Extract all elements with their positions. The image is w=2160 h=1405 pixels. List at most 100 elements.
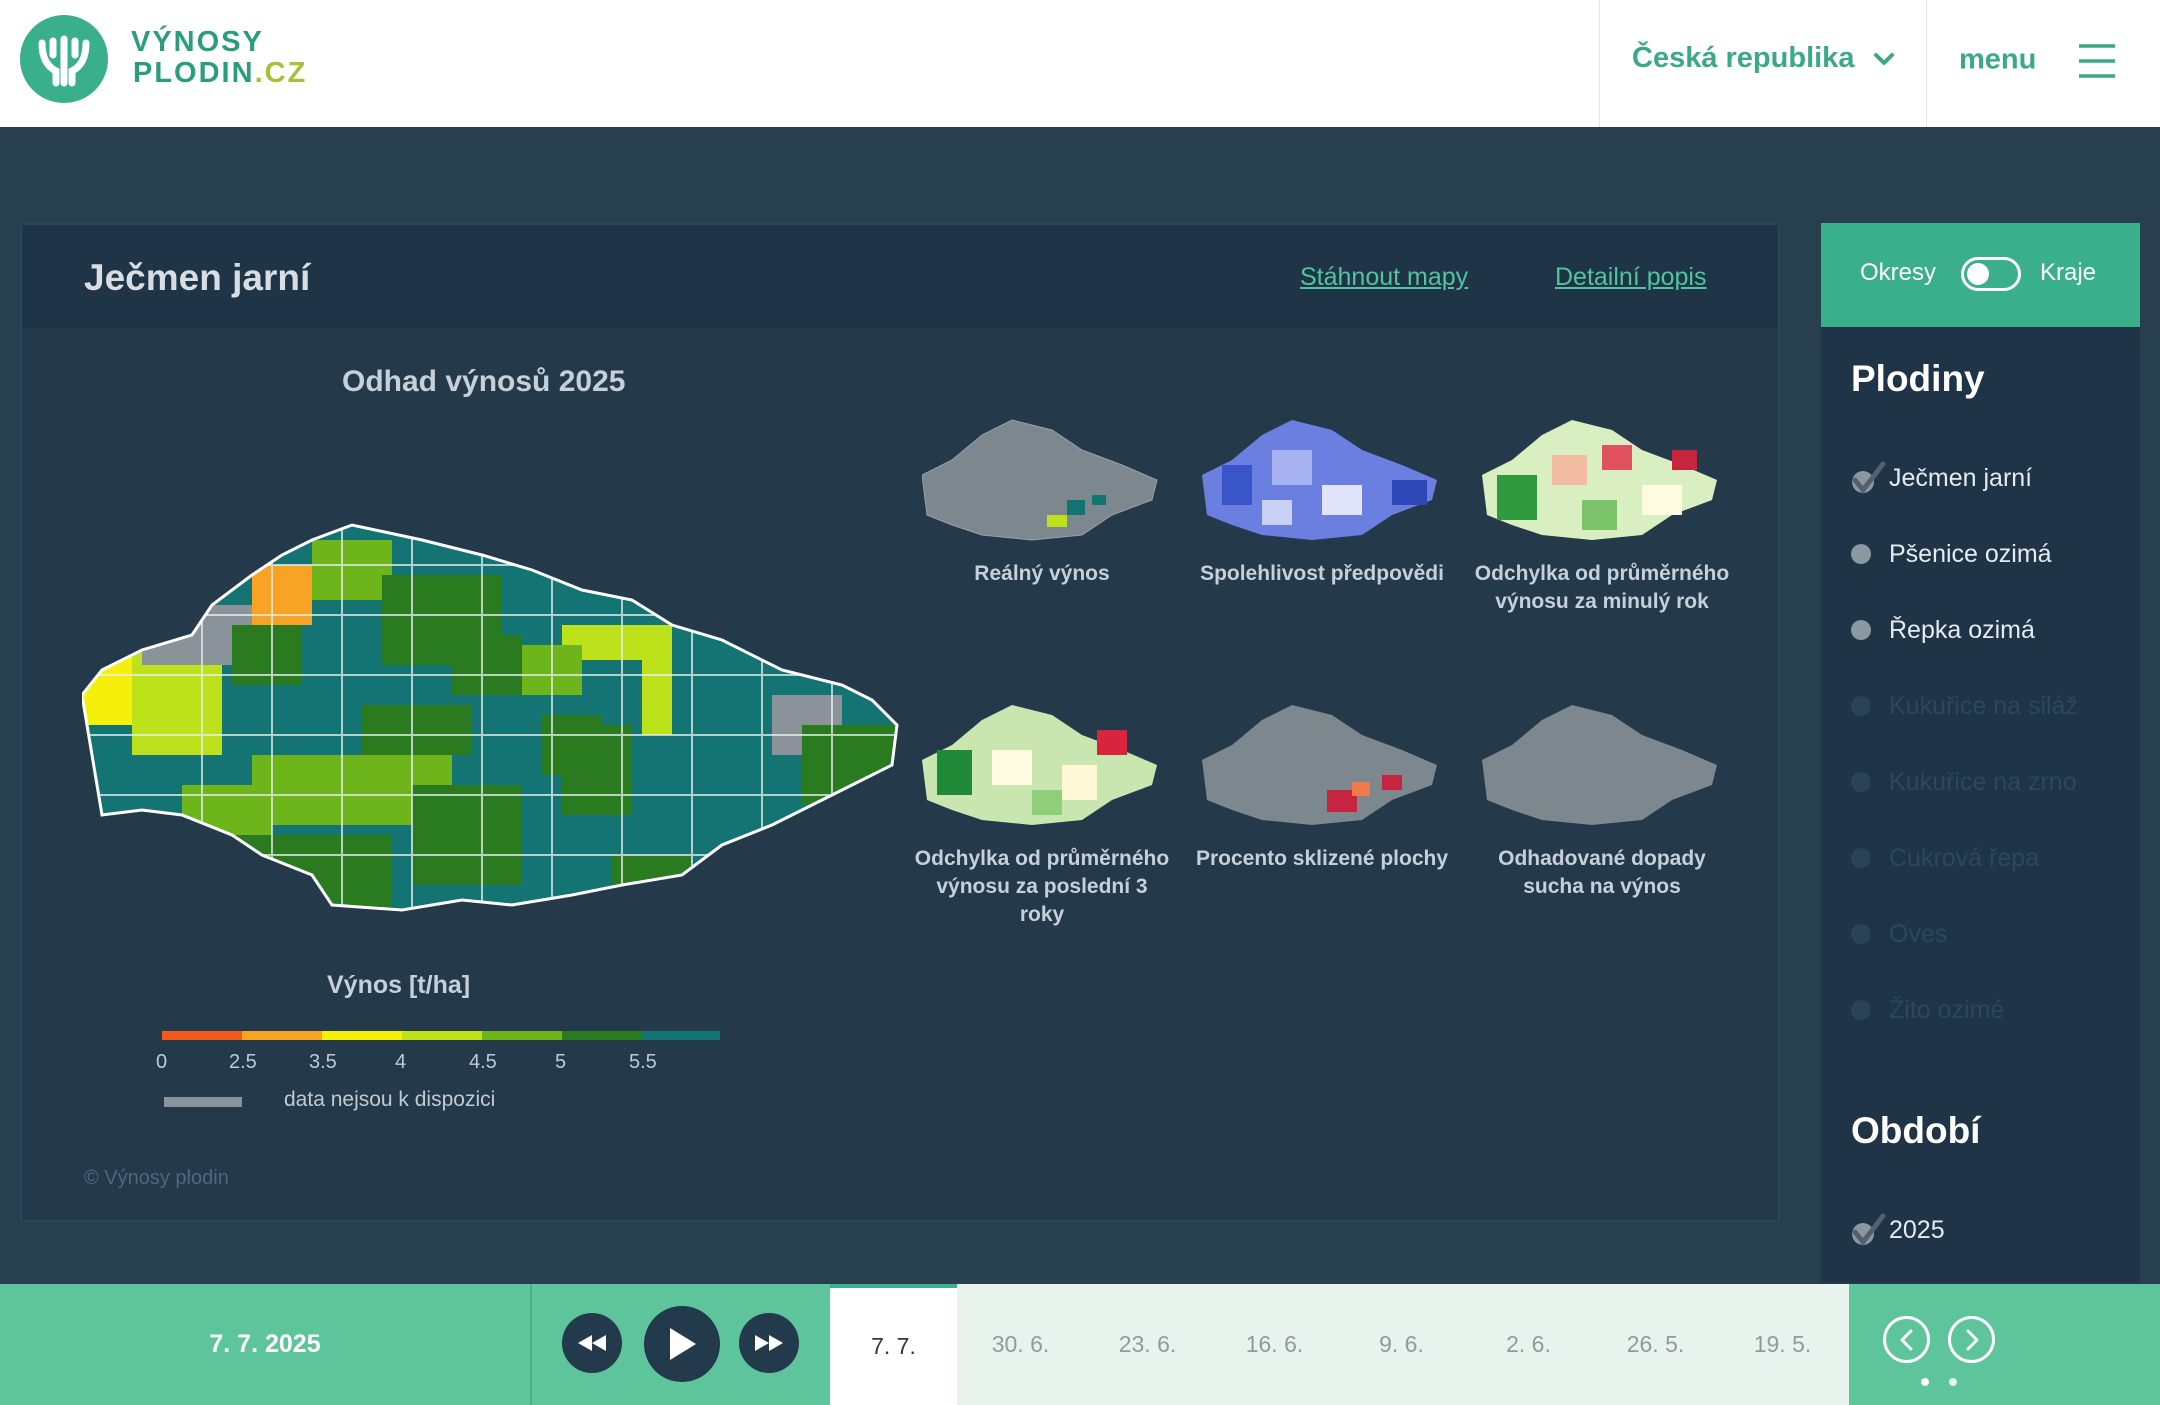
period-option[interactable]: 2025 [1849, 1210, 1945, 1250]
crop-option-disabled: Kukuřice na zrno [1849, 762, 2077, 802]
play-icon [670, 1328, 696, 1360]
legend-color-segment [242, 1031, 322, 1040]
crop-option-disabled: Kukuřice na siláž [1849, 686, 2078, 726]
thumb-caption: Odhadované dopady sucha na výnos [1498, 847, 1706, 898]
timeline-date[interactable]: 19. 5. [1753, 1331, 1812, 1357]
detail-description-link[interactable]: Detailní popis [1555, 263, 1707, 291]
timeline-date[interactable]: 30. 6. [991, 1331, 1050, 1357]
wheat-logo-icon[interactable] [20, 15, 108, 103]
thumb-map-drought-impact[interactable] [1482, 690, 1722, 830]
rewind-button[interactable] [562, 1313, 622, 1373]
timeline-date[interactable]: 26. 5. [1626, 1331, 1685, 1357]
radio-dot [1851, 772, 1871, 792]
legend-color-segment [322, 1031, 402, 1040]
main-map-title: Odhad výnosů 2025 [342, 365, 626, 398]
legend-color-segment [402, 1031, 482, 1040]
thumb-caption: Procento sklizené plochy [1195, 847, 1449, 870]
thumb-map-harvested-area[interactable] [1202, 690, 1442, 830]
hamburger-icon [2079, 44, 2116, 78]
thumb-map-deviation-last-year[interactable] [1482, 405, 1722, 545]
site-header: VÝNOSY PLODIN.CZ Česká republika menu [0, 0, 2160, 127]
crops-heading: Plodiny [1851, 358, 1985, 399]
nodata-swatch [164, 1097, 242, 1107]
toggle-label-districts[interactable]: Okresy [1860, 259, 1937, 286]
legend-tick: 5.5 [629, 1051, 657, 1073]
legend-color-segment [162, 1031, 242, 1040]
crop-option-disabled: Oves [1849, 914, 1947, 954]
legend-tick: 0 [156, 1051, 168, 1073]
fast-forward-button[interactable] [739, 1313, 799, 1373]
radio-dot [1851, 1000, 1871, 1020]
current-date: 7. 7. 2025 [209, 1330, 321, 1358]
legend-color-segment [482, 1031, 562, 1040]
prev-page-button[interactable] [1883, 1316, 1930, 1363]
crop-option-disabled: Žito ozimé [1849, 990, 2004, 1030]
district-region-toggle: Okresy Kraje [1821, 223, 2140, 327]
rewind-icon [578, 1335, 606, 1351]
panel-header: Ječmen jarní Stáhnout mapy Detailní popi… [22, 225, 1778, 329]
legend-tick: 4.5 [469, 1051, 497, 1073]
radio-dot [1851, 848, 1871, 868]
timeline-date[interactable]: 2. 6. [1506, 1331, 1551, 1357]
radio-dot [1851, 696, 1871, 716]
timeline-date[interactable]: 16. 6. [1245, 1331, 1304, 1357]
region-selector[interactable]: Česká republika [1599, 0, 1927, 127]
legend-title: Výnos [t/ha] [327, 971, 471, 999]
thumb-drought-impact[interactable]: Odhadované dopady sucha na výnos [1482, 690, 1722, 898]
toggle-knob [1967, 263, 1989, 285]
filter-sidebar: Okresy Kraje Plodiny Ječmen jarní Pšenic… [1821, 223, 2140, 1283]
crop-option-disabled: Cukrová řepa [1849, 838, 2039, 878]
legend-tick: 3.5 [309, 1051, 337, 1073]
thumb-caption: Odchylka od průměrného výnosu za posledn… [914, 847, 1170, 926]
thumb-deviation-last-year[interactable]: Odchylka od průměrného výnosu za minulý … [1475, 405, 1729, 613]
legend-color-segment [562, 1031, 642, 1040]
nodata-label: data nejsou k dispozici [284, 1088, 496, 1111]
toggle-switch[interactable] [1961, 257, 2021, 291]
crop-option[interactable]: Pšenice ozimá [1849, 534, 2052, 574]
chevron-left-icon [1900, 1329, 1912, 1350]
thumb-harvested-area[interactable]: Procento sklizené plochy [1196, 690, 1448, 870]
pager-dot[interactable] [1949, 1378, 1957, 1386]
playback-controls [530, 1284, 830, 1405]
thumb-deviation-3-years[interactable]: Odchylka od průměrného výnosu za posledn… [915, 690, 1169, 926]
timeline-dates: 7. 7. 30. 6. 23. 6. 16. 6. 9. 6. 2. 6. 2… [830, 1284, 1849, 1405]
thumb-real-yield[interactable]: Reálný výnos [921, 405, 1162, 585]
legend-tick: 4 [395, 1051, 407, 1073]
chevron-down-icon [1873, 53, 1894, 66]
legend-color-scale [162, 1031, 720, 1040]
menu-button[interactable]: menu [1959, 42, 2116, 80]
fast-forward-icon [755, 1335, 783, 1351]
thumb-map-real-yield[interactable] [921, 405, 1162, 545]
legend-tick: 5 [555, 1051, 567, 1073]
play-button[interactable] [644, 1306, 720, 1382]
thumb-reliability[interactable]: Spolehlivost předpovědi [1200, 405, 1444, 585]
download-maps-link[interactable]: Stáhnout mapy [1300, 263, 1469, 291]
chevron-right-icon [1966, 1329, 1978, 1350]
radio-dot [1851, 544, 1871, 564]
checkmark-icon [1852, 1213, 1886, 1247]
region-label: Česká republika [1632, 42, 1855, 74]
menu-label: menu [1959, 43, 2037, 76]
logo-text[interactable]: VÝNOSY [131, 26, 264, 58]
legend-tick: 2.5 [229, 1051, 257, 1073]
pager-dot-active[interactable] [1921, 1378, 1929, 1386]
next-page-button[interactable] [1948, 1316, 1995, 1363]
radio-dot [1851, 924, 1871, 944]
crop-option[interactable]: Ječmen jarní [1849, 458, 2032, 498]
toggle-label-regions[interactable]: Kraje [2040, 259, 2097, 286]
thumb-map-reliability[interactable] [1202, 405, 1442, 545]
copyright: © Výnosy plodin [84, 1167, 229, 1189]
radio-dot [1851, 620, 1871, 640]
crop-option[interactable]: Řepka ozimá [1849, 610, 2035, 650]
timeline-date[interactable]: 7. 7. [830, 1284, 957, 1405]
timeline-bar: 7. 7. 2025 7. 7. 30. 6. 23. 6. 16. 6. 9.… [0, 1284, 2160, 1405]
logo-text-domain[interactable]: PLODIN.CZ [133, 57, 308, 89]
timeline-pager [1849, 1284, 2160, 1405]
thumb-map-deviation-3-years[interactable] [922, 690, 1162, 830]
timeline-date[interactable]: 23. 6. [1118, 1331, 1177, 1357]
checkmark-icon [1852, 461, 1886, 495]
timeline-date[interactable]: 9. 6. [1379, 1331, 1424, 1357]
thumb-caption: Odchylka od průměrného výnosu za minulý … [1474, 562, 1730, 613]
period-heading: Období [1851, 1110, 1981, 1151]
yield-map[interactable] [82, 455, 912, 935]
